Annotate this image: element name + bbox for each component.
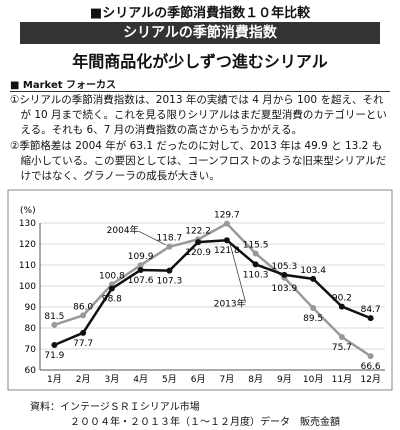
data-label: 109.9 bbox=[128, 252, 154, 262]
paragraph: ①シリアルの季節消費指数は、2013 年の実績では 4 月から 100 を超え、… bbox=[10, 94, 387, 136]
x-tick-label: 2月 bbox=[76, 374, 91, 385]
series-line bbox=[53, 222, 372, 358]
leader bbox=[138, 230, 166, 246]
leader bbox=[229, 243, 246, 303]
data-label: 81.5 bbox=[44, 312, 64, 322]
data-label: 66.6 bbox=[361, 362, 381, 372]
data-label: 77.7 bbox=[73, 339, 93, 349]
data-point bbox=[223, 220, 230, 227]
data-point bbox=[310, 275, 317, 282]
data-point bbox=[137, 267, 144, 274]
data-label: 118.7 bbox=[156, 234, 182, 244]
data-point bbox=[80, 312, 87, 319]
data-point bbox=[252, 250, 259, 257]
data-label: 122.2 bbox=[185, 226, 211, 236]
data-label: 75.7 bbox=[332, 343, 352, 353]
y-tick-label: 60 bbox=[25, 366, 37, 376]
title: ■シリアルの季節消費指数１０年比較 bbox=[89, 6, 311, 21]
data-point bbox=[166, 243, 173, 250]
subtitle: 年間商品化が少しずつ進むシリアル bbox=[72, 52, 328, 71]
source: 資料：インテージＳＲＩシリアル市場 bbox=[30, 402, 200, 413]
data-label: 103.4 bbox=[300, 266, 326, 276]
data-label: 115.5 bbox=[243, 240, 269, 250]
series-line bbox=[53, 238, 372, 347]
chart: (%) 60 70 80 90 100 110 120 130 1月 2月 3月 4月 5月 6月 7月 8月… bbox=[7, 189, 393, 391]
x-tick-label: 1月 bbox=[47, 374, 62, 385]
data-label: 105.3 bbox=[271, 262, 297, 272]
y-tick-label: 80 bbox=[25, 324, 37, 334]
y-tick-label: 70 bbox=[25, 345, 37, 355]
data-label: 84.7 bbox=[361, 305, 381, 315]
series-label: 2004年 bbox=[107, 224, 139, 236]
data-point bbox=[51, 342, 58, 349]
data-label: 120.9 bbox=[185, 248, 211, 258]
data-label: 107.6 bbox=[128, 276, 154, 286]
data-point bbox=[367, 315, 374, 322]
data-label: 110.3 bbox=[243, 270, 269, 280]
data-point bbox=[166, 267, 173, 274]
data-point bbox=[108, 285, 115, 292]
data-label: 100.8 bbox=[99, 271, 125, 281]
data-label: 89.5 bbox=[303, 314, 323, 324]
x-tick-label: 10月 bbox=[303, 374, 323, 385]
data-point bbox=[137, 262, 144, 269]
y-tick-label: 90 bbox=[25, 303, 37, 313]
data-label: 121.8 bbox=[214, 246, 240, 256]
data-point bbox=[80, 329, 87, 336]
data-point bbox=[108, 281, 115, 288]
x-tick-label: 7月 bbox=[220, 374, 235, 385]
data-point bbox=[367, 353, 374, 360]
data-point bbox=[195, 239, 202, 246]
data-label: 86.0 bbox=[73, 302, 93, 312]
banner: シリアルの季節消費指数 bbox=[20, 22, 380, 44]
note: ２００４年・２０１３年（１～１２月度）データ 販売金額 bbox=[70, 417, 340, 428]
data-point bbox=[281, 271, 288, 278]
y-tick-label: 110 bbox=[19, 261, 36, 271]
x-tick-label: 9月 bbox=[277, 374, 292, 385]
data-label: 107.3 bbox=[156, 277, 182, 287]
data-label: 90.2 bbox=[332, 294, 352, 304]
x-tick-label: 5月 bbox=[162, 374, 177, 385]
data-point bbox=[223, 237, 230, 244]
data-point bbox=[252, 261, 259, 268]
paragraph: ②季節格差は 2004 年が 63.1 だったのに対して、2013 年は 49.… bbox=[10, 140, 387, 182]
chart-frame bbox=[7, 189, 393, 391]
data-point bbox=[310, 305, 317, 312]
x-tick-label: 12月 bbox=[360, 374, 380, 385]
data-label: 98.8 bbox=[102, 295, 122, 305]
data-point bbox=[338, 334, 345, 341]
data-point bbox=[51, 321, 58, 328]
section-label: ■ Market フォーカス bbox=[10, 76, 390, 92]
y-tick-label: 100 bbox=[19, 282, 36, 292]
x-tick-label: 8月 bbox=[248, 374, 263, 385]
y-tick-label: 120 bbox=[19, 240, 36, 250]
data-label: 129.7 bbox=[214, 211, 240, 221]
data-label: 103.9 bbox=[271, 284, 297, 294]
x-tick-label: 3月 bbox=[105, 374, 120, 385]
x-tick-label: 11月 bbox=[332, 374, 352, 385]
y-tick-label: 130 bbox=[19, 219, 36, 229]
x-tick-label: 4月 bbox=[133, 374, 148, 385]
data-point bbox=[338, 303, 345, 310]
x-tick-label: 6月 bbox=[191, 374, 206, 385]
series-label: 2013年 bbox=[214, 297, 246, 309]
data-label: 71.9 bbox=[44, 351, 64, 361]
y-axis-label: (%) bbox=[20, 206, 36, 216]
